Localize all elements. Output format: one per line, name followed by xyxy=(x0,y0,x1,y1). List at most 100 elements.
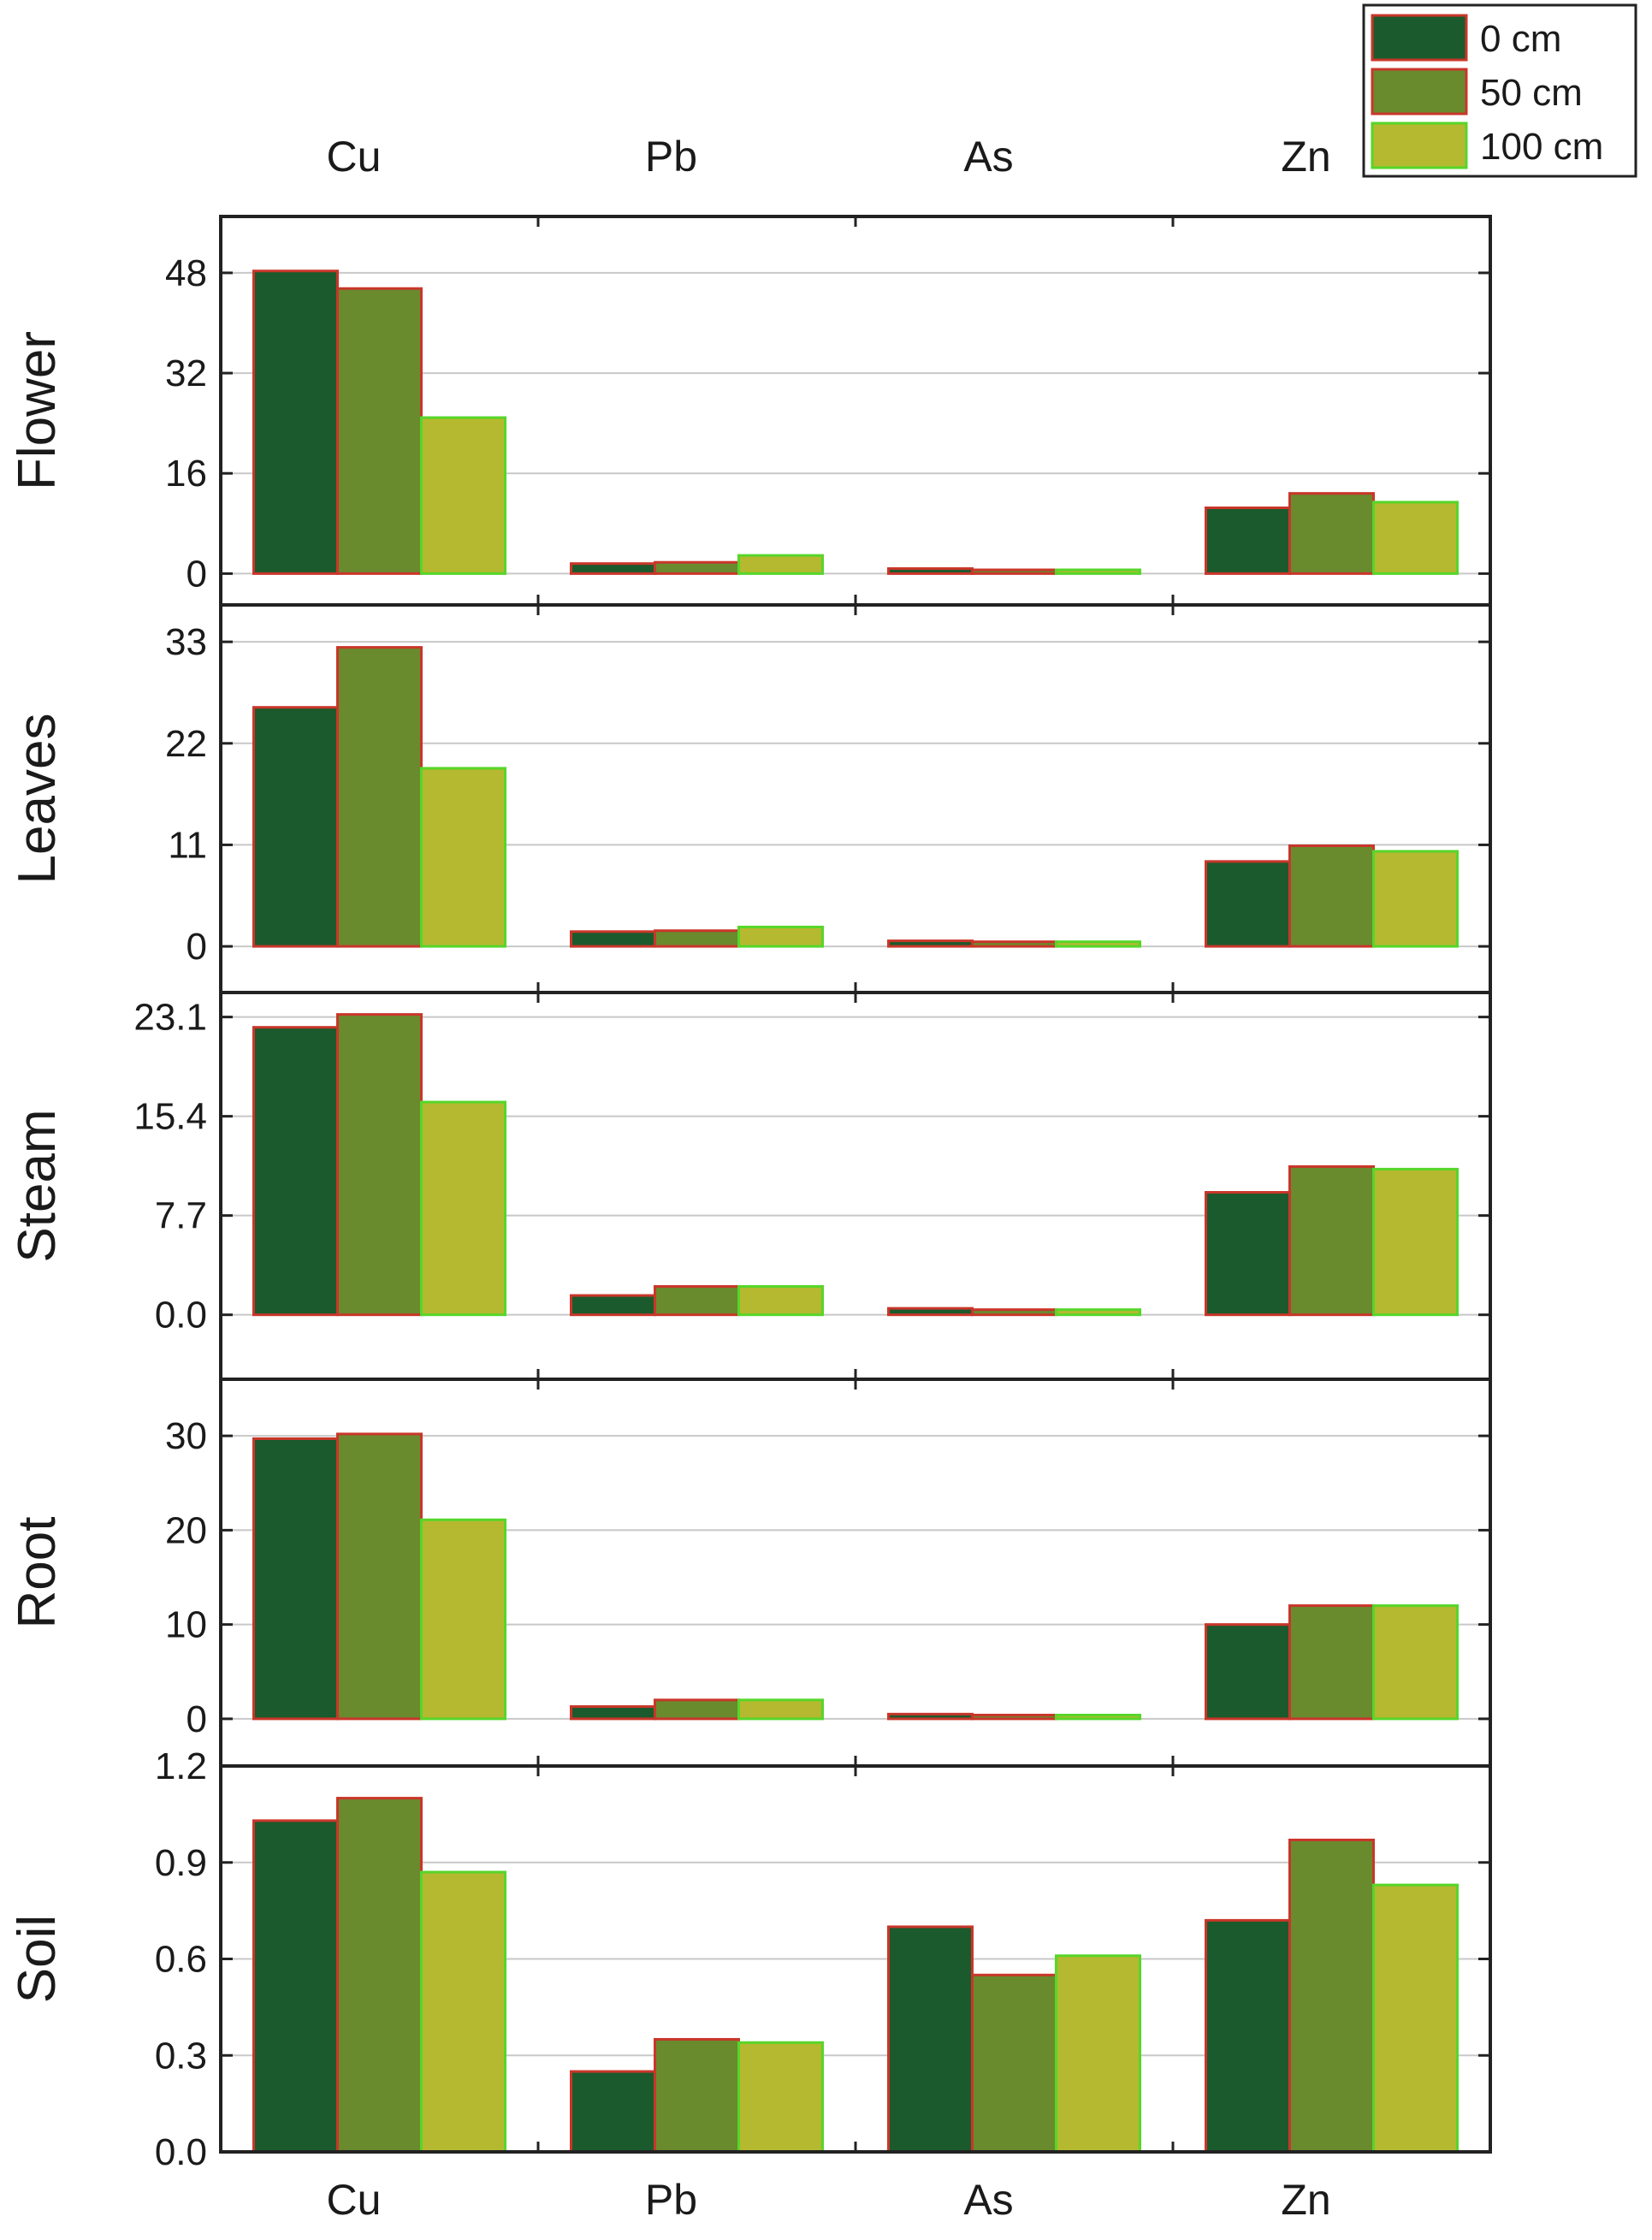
panel-soil: 0.0 0.3 0.6 0.9 1.2 Soil xyxy=(8,1745,1492,2173)
y-tick-label-leaves: 11 xyxy=(168,824,207,866)
bar-leaves-pb-100-cm xyxy=(737,925,824,948)
bar-root-zn-100-cm xyxy=(1372,1604,1459,1721)
legend: 0 cm 50 cm 100 cm xyxy=(1362,3,1637,178)
bar-steam-zn-100-cm xyxy=(1372,1167,1459,1317)
bar-flower-zn-0-cm xyxy=(1205,507,1291,575)
category-label-top-cu: Cu xyxy=(327,133,382,181)
panel-frame-soil xyxy=(219,1764,1492,2154)
y-tick-label-flower: 32 xyxy=(165,353,207,394)
legend-label-50-cm: 50 cm xyxy=(1480,72,1583,114)
bar-root-cu-0-cm xyxy=(252,1437,339,1721)
y-tick-label-leaves: 22 xyxy=(165,723,207,765)
panel-label-steam: Steam xyxy=(8,1109,67,1262)
bar-soil-pb-0-cm xyxy=(570,2070,656,2154)
y-tick-label-flower: 48 xyxy=(165,252,207,294)
bar-soil-as-100-cm xyxy=(1055,1954,1141,2154)
category-label-top-as: As xyxy=(963,133,1013,181)
legend-label-0-cm: 0 cm xyxy=(1480,18,1561,60)
bottom-category-axis: Cu Pb As Zn xyxy=(327,2176,1331,2224)
bar-soil-as-0-cm xyxy=(887,1925,974,2154)
y-tick-label-soil: 0.3 xyxy=(155,2035,207,2077)
category-label-top-zn: Zn xyxy=(1281,133,1330,181)
bar-root-zn-0-cm xyxy=(1205,1623,1291,1721)
bar-steam-cu-0-cm xyxy=(252,1026,339,1317)
panel-label-soil: Soil xyxy=(8,1915,67,2003)
panel-steam: 0.0 7.7 15.4 23.1 Steam xyxy=(8,991,1492,1381)
bar-leaves-cu-100-cm xyxy=(420,767,506,948)
category-label-bottom-pb: Pb xyxy=(645,2176,697,2224)
bar-flower-pb-0-cm xyxy=(570,562,656,575)
category-label-bottom-as: As xyxy=(963,2176,1013,2224)
y-tick-label-leaves: 33 xyxy=(165,621,207,663)
bar-soil-zn-0-cm xyxy=(1205,1918,1291,2154)
bar-root-as-100-cm xyxy=(1055,1713,1141,1721)
bar-flower-as-50-cm xyxy=(971,568,1057,575)
bar-steam-as-100-cm xyxy=(1055,1308,1141,1317)
bar-flower-as-0-cm xyxy=(887,567,974,575)
bar-flower-pb-50-cm xyxy=(654,560,740,575)
bar-root-pb-100-cm xyxy=(737,1698,824,1721)
legend-swatch-50-cm xyxy=(1371,68,1468,116)
bar-leaves-pb-0-cm xyxy=(570,930,656,948)
bar-steam-as-50-cm xyxy=(971,1308,1057,1317)
bar-steam-cu-100-cm xyxy=(420,1100,506,1317)
legend-swatch-0-cm xyxy=(1371,14,1468,62)
bar-leaves-cu-0-cm xyxy=(252,706,339,948)
bar-soil-cu-0-cm xyxy=(252,1819,339,2154)
y-tick-label-steam: 0.0 xyxy=(155,1295,207,1336)
bar-steam-cu-50-cm xyxy=(336,1013,423,1317)
bar-soil-pb-100-cm xyxy=(737,2041,824,2154)
bar-soil-cu-50-cm xyxy=(336,1797,423,2154)
legend-swatch-100-cm xyxy=(1371,121,1468,169)
y-tick-label-root: 30 xyxy=(165,1415,207,1457)
y-tick-label-flower: 0 xyxy=(187,553,207,595)
panel-label-leaves: Leaves xyxy=(8,714,67,885)
bar-leaves-as-50-cm xyxy=(971,940,1057,948)
y-tick-label-soil: 0.9 xyxy=(155,1842,207,1884)
bar-soil-cu-100-cm xyxy=(420,1870,506,2154)
category-label-top-pb: Pb xyxy=(645,133,697,181)
bar-steam-pb-100-cm xyxy=(737,1285,824,1317)
bar-root-pb-0-cm xyxy=(570,1705,656,1721)
category-label-bottom-zn: Zn xyxy=(1281,2176,1330,2224)
bar-root-cu-100-cm xyxy=(420,1518,506,1721)
bar-flower-cu-50-cm xyxy=(336,287,423,575)
y-tick-label-soil: 0.6 xyxy=(155,1939,207,1981)
legend-label-100-cm: 100 cm xyxy=(1480,126,1603,168)
bar-steam-pb-0-cm xyxy=(570,1294,656,1317)
bar-flower-as-100-cm xyxy=(1055,568,1141,575)
bar-leaves-pb-50-cm xyxy=(654,929,740,948)
y-tick-label-leaves: 0 xyxy=(187,926,207,968)
y-tick-label-root: 10 xyxy=(165,1604,207,1646)
bar-soil-zn-100-cm xyxy=(1372,1883,1459,2154)
bar-leaves-as-100-cm xyxy=(1055,940,1141,948)
bar-leaves-zn-50-cm xyxy=(1288,844,1375,948)
panel-flower: 0 16 32 48 Flower xyxy=(8,215,1492,607)
bar-leaves-as-0-cm xyxy=(887,939,974,948)
panel-label-root: Root xyxy=(8,1517,67,1629)
panel-label-flower: Flower xyxy=(8,331,67,490)
bar-flower-zn-100-cm xyxy=(1372,501,1459,575)
bar-root-pb-50-cm xyxy=(654,1698,740,1721)
bar-soil-as-50-cm xyxy=(971,1973,1057,2154)
bar-leaves-zn-100-cm xyxy=(1372,850,1459,948)
bar-steam-zn-0-cm xyxy=(1205,1191,1291,1317)
y-tick-label-soil: 0.0 xyxy=(155,2131,207,2173)
bar-root-zn-50-cm xyxy=(1288,1604,1375,1721)
y-tick-label-steam: 23.1 xyxy=(133,997,207,1039)
bar-flower-cu-0-cm xyxy=(252,270,339,575)
panel-leaves: 0 11 22 33 Leaves xyxy=(8,603,1492,994)
bar-leaves-zn-0-cm xyxy=(1205,860,1291,948)
bar-root-as-0-cm xyxy=(887,1712,974,1721)
bar-steam-pb-50-cm xyxy=(654,1285,740,1317)
bar-steam-zn-50-cm xyxy=(1288,1164,1375,1317)
bar-flower-cu-100-cm xyxy=(420,416,506,575)
y-tick-label-steam: 7.7 xyxy=(155,1195,207,1237)
panels-layer: 0 16 32 48 Flower 0 11 22 33 Leaves 0.0 7.7 15.4 23.1… xyxy=(8,215,1492,2173)
bar-flower-zn-50-cm xyxy=(1288,492,1375,575)
category-label-bottom-cu: Cu xyxy=(327,2176,382,2224)
bar-steam-as-0-cm xyxy=(887,1307,974,1317)
y-tick-label-flower: 16 xyxy=(165,453,207,495)
bar-soil-pb-50-cm xyxy=(654,2037,740,2154)
